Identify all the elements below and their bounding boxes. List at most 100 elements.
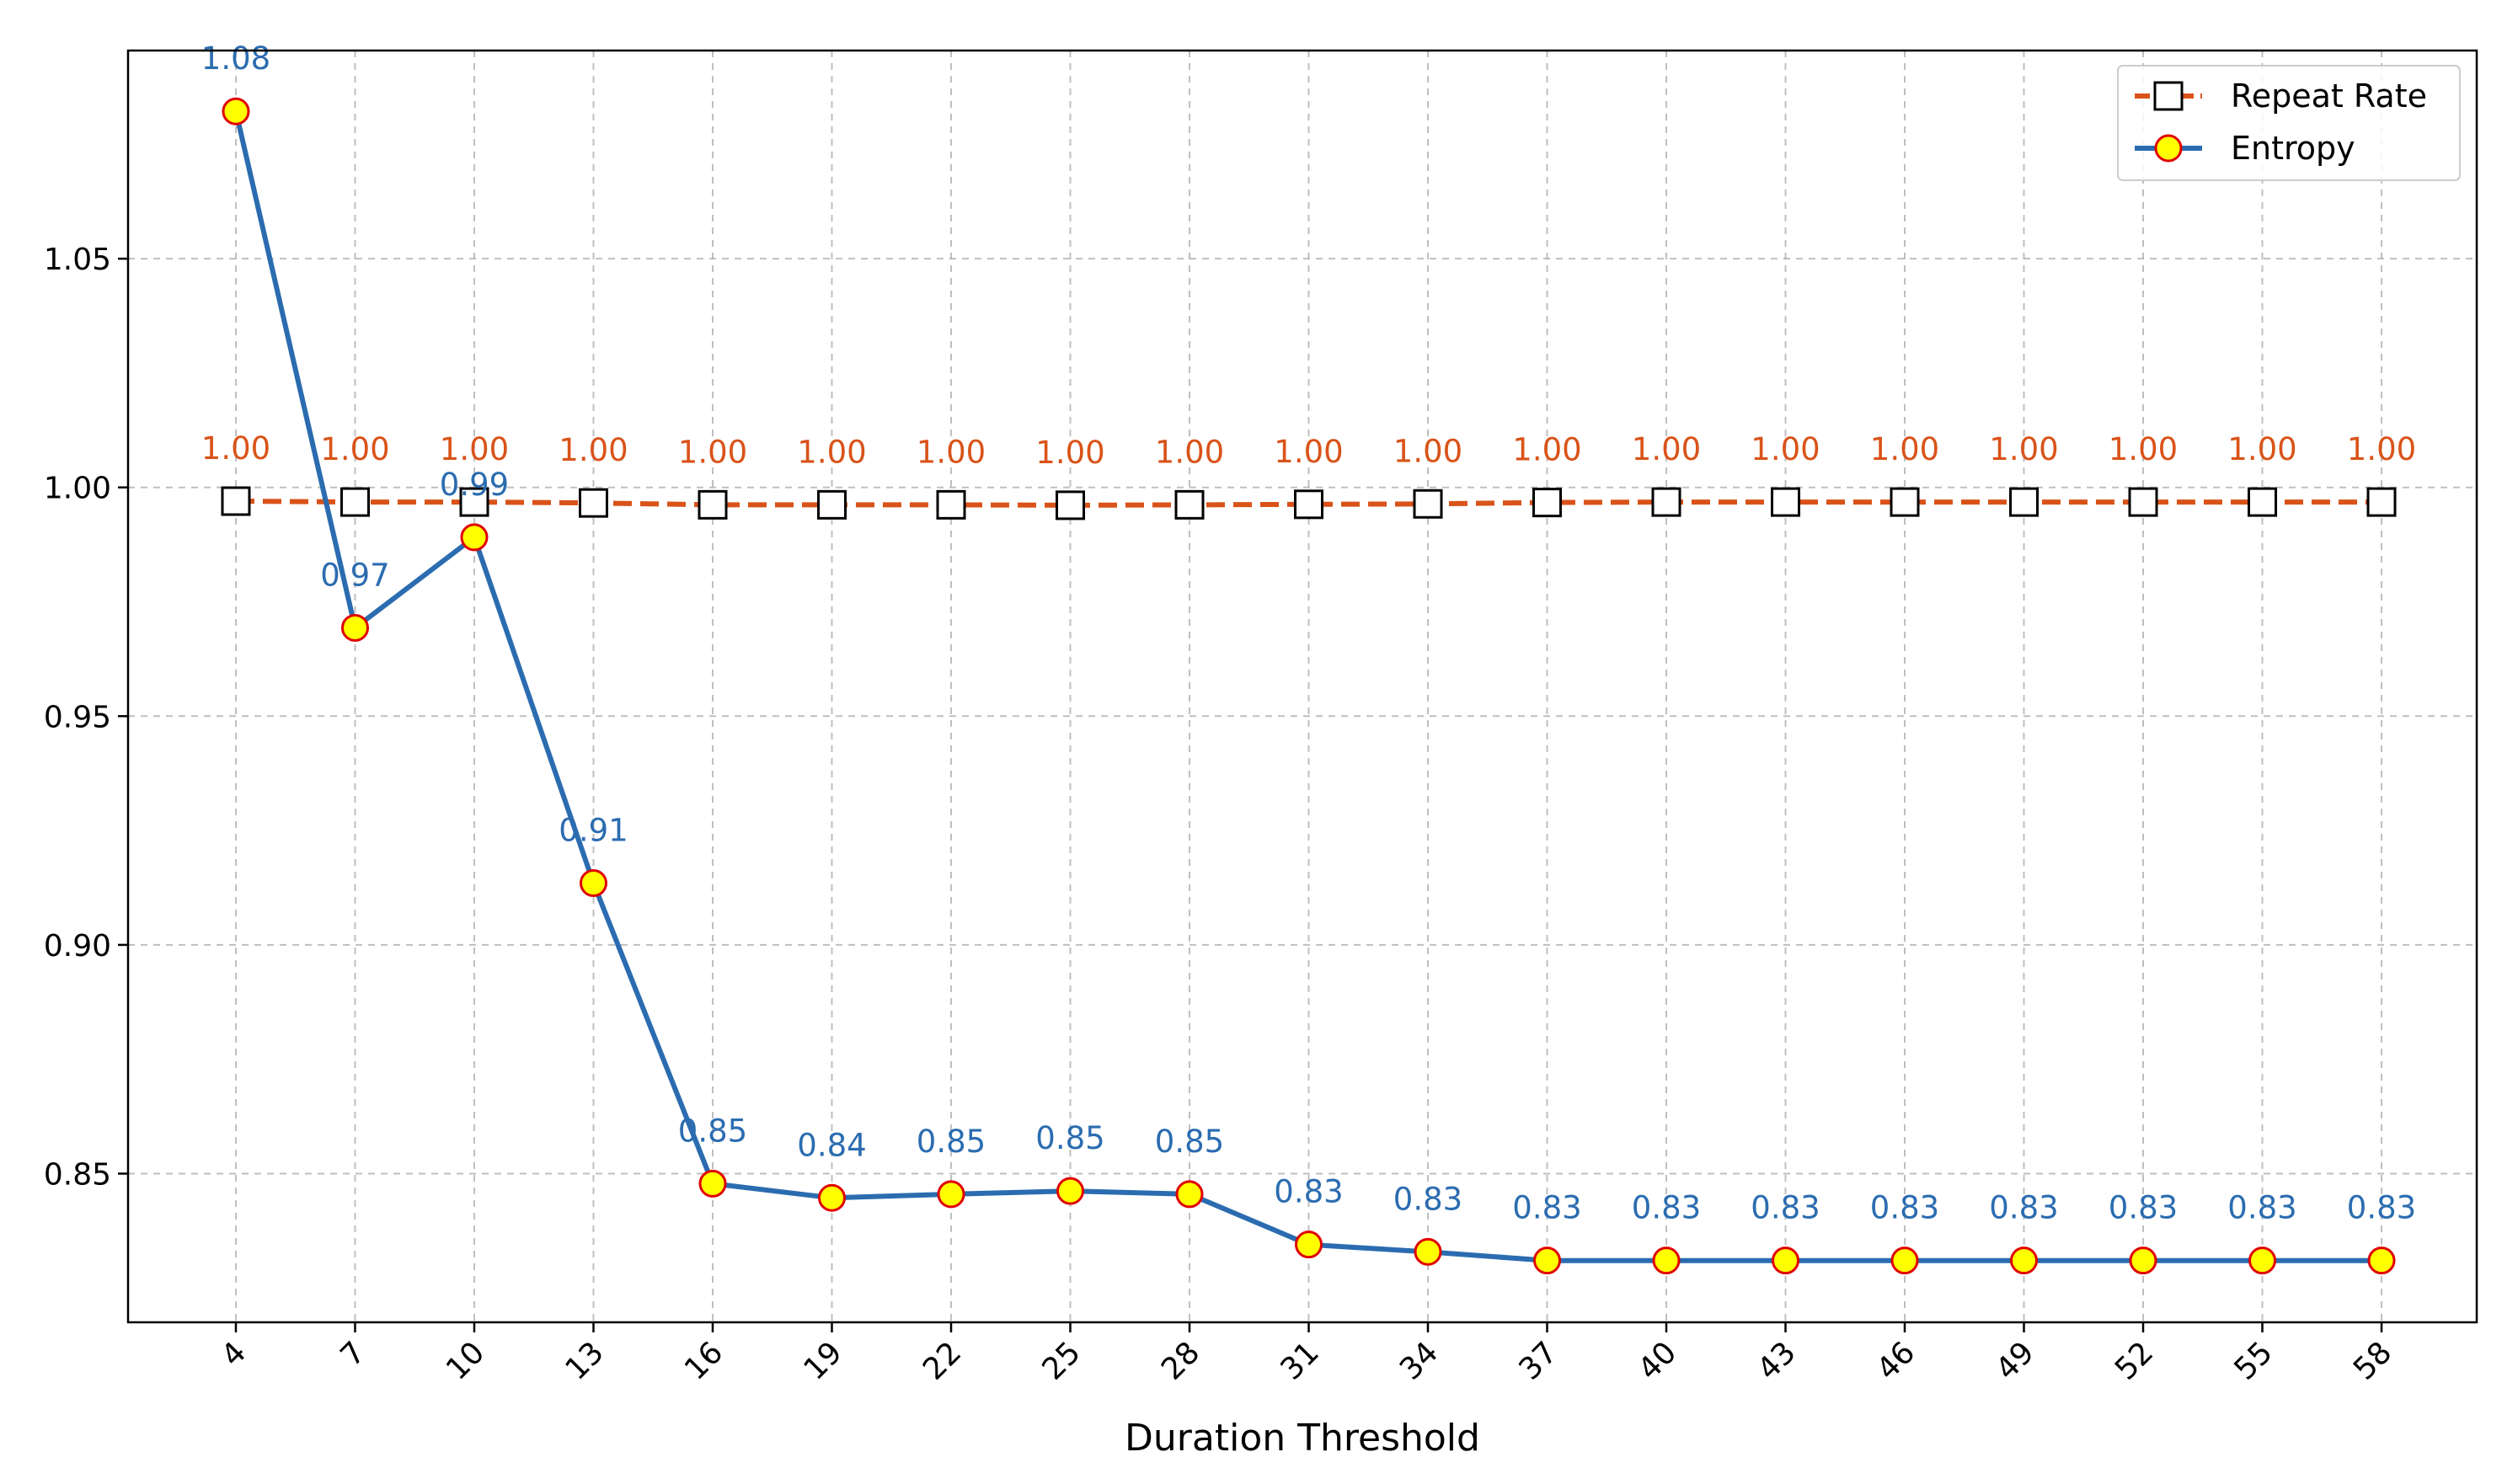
data-label: 1.00 [1393,433,1462,469]
data-point-square [2248,487,2277,517]
plot-frame [126,49,2478,1324]
legend-label-repeat-rate: Repeat Rate [2231,77,2427,115]
x-tick-label: 25 [1035,1335,1087,1386]
data-label: 1.08 [201,40,270,77]
x-tick-label: 40 [1632,1335,1683,1386]
data-label: 1.00 [440,431,509,467]
data-label: 1.00 [2109,431,2178,467]
x-tick-label: 4 [215,1335,253,1373]
data-label: 0.83 [1751,1190,1820,1226]
data-label: 1.00 [2227,431,2296,467]
x-tick-label: 55 [2227,1335,2279,1386]
x-tick-label: 22 [917,1335,968,1386]
data-label: 1.00 [559,432,628,468]
data-point-circle [1295,1230,1323,1259]
data-label: 1.00 [201,430,270,467]
data-point-square [221,486,251,516]
data-label: 1.00 [2347,431,2416,467]
x-tick-label: 49 [1989,1335,2040,1386]
x-tick-label: 37 [1512,1335,1564,1386]
data-label: 0.83 [2227,1190,2296,1226]
data-point-circle [460,523,489,552]
data-label: 1.00 [1155,434,1224,470]
y-tick-label: 1.05 [44,243,111,277]
legend-box [2117,65,2461,181]
data-point-square [1294,489,1323,520]
x-tick-label: 28 [1155,1335,1206,1386]
data-label: 0.83 [1632,1190,1701,1226]
data-label: 0.83 [1989,1190,2058,1226]
legend-label-entropy: Entropy [2231,130,2355,167]
data-label: 0.83 [2347,1190,2416,1226]
x-tick-label: 52 [2109,1335,2160,1386]
data-point-square [698,489,728,520]
x-tick-label: 16 [678,1335,730,1386]
data-label: 0.97 [320,557,389,593]
data-label: 0.84 [797,1127,866,1163]
data-point-square [459,487,489,517]
legend-marker-square [2153,81,2184,111]
data-point-square [936,489,966,520]
x-tick-label: 10 [440,1335,491,1386]
data-point-square [1174,489,1205,520]
data-point-square [2366,487,2397,517]
series-lines [221,97,2397,1275]
data-label: 1.00 [1274,434,1343,470]
y-tick-label: 1.00 [44,472,111,506]
data-point-square [1890,487,1920,517]
legend-marker-circle [2154,134,2183,163]
data-label: 0.83 [1393,1181,1462,1217]
data-point-square [2009,487,2039,517]
y-tick-label: 0.85 [44,1157,111,1192]
data-label: 0.83 [1870,1190,1939,1226]
data-point-circle [1175,1180,1204,1209]
data-point-square [1651,487,1681,517]
data-point-square [1532,488,1562,518]
data-label: 1.00 [917,434,986,470]
data-point-circle [1772,1246,1799,1275]
legend: Repeat Rate Entropy [2117,65,2461,181]
x-tick-label: 46 [1870,1335,1922,1386]
data-label: 1.00 [1989,431,2058,467]
data-label: 1.00 [797,434,866,470]
x-tick-label: 13 [559,1335,610,1386]
data-point-circle [341,613,369,642]
data-label: 0.83 [1512,1190,1581,1226]
data-point-circle [580,869,607,898]
data-label: 1.00 [1751,431,1820,467]
data-label: 0.85 [678,1113,747,1149]
data-point-square [817,489,847,520]
x-tick-label: 58 [2347,1335,2398,1386]
x-tick-label: 7 [334,1335,372,1373]
x-tick-label: 43 [1751,1335,1802,1386]
grid [128,51,2477,1322]
data-labels: 1.00 1.00 1.00 1.00 1.00 1.00 1.00 1.00 1.00 1.00… [201,40,2416,1225]
data-label: 1.00 [1632,431,1701,467]
y-tick-label: 0.95 [44,700,111,734]
data-point-circle [1056,1177,1084,1205]
data-label: 1.00 [320,431,389,467]
data-label: 0.91 [559,813,628,849]
data-label: 1.00 [1512,432,1581,468]
data-point-square [1413,488,1443,519]
data-point-circle [818,1183,846,1212]
x-tick-label: 31 [1274,1335,1325,1386]
data-label: 0.85 [1035,1120,1104,1156]
data-point-circle [2010,1246,2038,1275]
data-point-circle [222,97,250,125]
data-point-circle [698,1169,727,1198]
data-point-square [1056,490,1085,520]
data-label: 0.85 [917,1124,986,1160]
x-tick-label: 34 [1393,1335,1445,1386]
x-tick-label: 19 [797,1335,848,1386]
data-point-square [1771,487,1800,517]
data-label: 0.99 [440,467,509,503]
y-tick-label: 0.90 [44,929,111,964]
data-label: 0.83 [1274,1174,1343,1210]
data-label: 1.00 [678,434,747,470]
data-point-circle [937,1180,965,1209]
data-point-circle [1533,1246,1561,1275]
data-label: 0.85 [1155,1124,1224,1160]
data-point-circle [1414,1237,1442,1266]
